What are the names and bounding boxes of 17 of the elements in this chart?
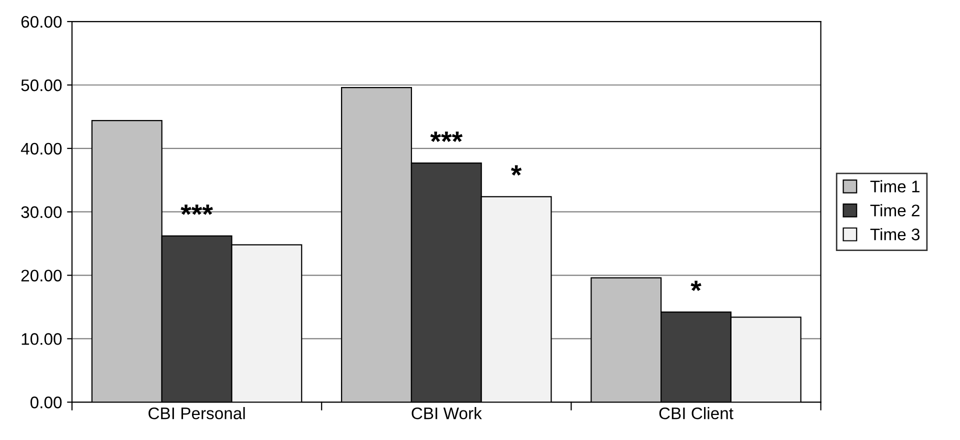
annotation: *** <box>180 204 213 215</box>
x-tick-label: CBI Client <box>659 407 734 420</box>
y-tick-label: 20.00 <box>21 270 62 282</box>
annotation: *** <box>430 132 463 142</box>
legend-label: Time 2 <box>870 204 920 216</box>
x-tick-label: CBI Personal <box>148 407 245 420</box>
legend-label: Time 1 <box>870 180 920 192</box>
y-tick-label: 10.00 <box>22 333 62 345</box>
x-tick-label: CBI Work <box>412 407 482 420</box>
y-tick-label: 0.00 <box>30 396 62 408</box>
legend-label: Time 3 <box>870 228 920 240</box>
y-tick-label: 60.00 <box>21 16 62 28</box>
y-tick-label: 40.00 <box>20 142 62 155</box>
y-tick-label: 30.00 <box>21 206 62 218</box>
annotation: * <box>690 280 702 292</box>
annotation: * <box>510 165 522 176</box>
y-tick-label: 50.00 <box>21 79 62 92</box>
